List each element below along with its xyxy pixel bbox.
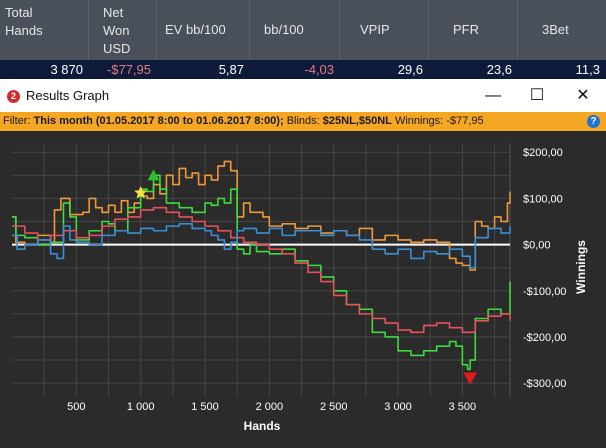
stats-table: Total Hands Net Won USD EV bb/100 bb/100… [0, 0, 606, 79]
help-icon[interactable]: ? [587, 115, 600, 128]
stats-header-row: Total Hands Net Won USD EV bb/100 bb/100… [0, 0, 606, 60]
value-3bet: 11,3 [575, 62, 600, 77]
plot-background [12, 143, 510, 397]
best-point-star-icon [134, 185, 148, 199]
header-vpip[interactable]: VPIP [340, 0, 429, 60]
header-ev-bb100[interactable]: EV bb/100 [157, 0, 250, 60]
value-net-won: -$77,95 [106, 62, 151, 77]
y-tick-labels: $200,00 $100,00 $0,00 -$100,00 -$200,00 -$300… [523, 147, 566, 390]
stats-value-row[interactable]: 3 870 -$77,95 5,87 -4,03 29,6 23,6 11,3 [0, 60, 606, 79]
window-titlebar[interactable]: 2 Results Graph — ☐ ✕ [0, 79, 606, 112]
series-line-blue [12, 223, 511, 269]
series-line-orange [12, 160, 511, 271]
close-button[interactable]: ✕ [560, 79, 606, 112]
header-pfr[interactable]: PFR [429, 0, 518, 60]
x-tick-label: 1 000 [127, 401, 155, 413]
y-tick-label: $0,00 [523, 240, 551, 252]
header-line: Net [103, 5, 124, 20]
grid-lines [12, 143, 511, 397]
maximize-button[interactable]: ☐ [514, 79, 560, 112]
x-tick-label: 1 500 [191, 401, 219, 413]
x-tick-label: 2 500 [320, 401, 348, 413]
close-icon: ✕ [576, 87, 590, 104]
x-tick-label: 3 000 [384, 401, 412, 413]
window-title: Results Graph [26, 88, 110, 103]
header-line: bb/100 [264, 22, 304, 37]
value-ev-bb100: 5,87 [218, 62, 244, 77]
header-bb100[interactable]: bb/100 [250, 0, 340, 60]
value-pfr: 23,6 [486, 62, 512, 77]
header-line: PFR [453, 22, 479, 37]
x-tick-label: 2 000 [256, 401, 284, 413]
maximize-icon: ☐ [529, 87, 545, 104]
minimize-button[interactable]: — [470, 79, 516, 112]
y-tick-label: $100,00 [523, 193, 563, 205]
y-tick-label: -$300,00 [523, 378, 566, 390]
header-3bet[interactable]: 3Bet [518, 0, 606, 60]
x-tick-label: 3 500 [449, 401, 477, 413]
header-line: Total [5, 5, 33, 20]
series-lines [12, 160, 511, 371]
x-tick-labels: 500 1 000 1 500 2 000 2 500 3 000 3 500 [67, 401, 476, 413]
filter-blinds-label: Blinds: [286, 115, 320, 127]
header-line: Won [103, 23, 130, 38]
results-chart-svg: $200,00 $100,00 $0,00 -$100,00 -$200,00 -$300… [12, 143, 588, 433]
minimize-icon: — [485, 87, 501, 104]
filter-blinds: $25NL,$50NL [322, 115, 392, 127]
header-line: EV bb/100 [165, 22, 226, 37]
value-bb100: -4,03 [304, 62, 334, 77]
header-line: Hands [5, 23, 43, 38]
header-net-won[interactable]: Net Won USD [89, 0, 157, 60]
filter-winnings-label: Winnings: [394, 115, 444, 127]
header-line: USD [103, 41, 131, 56]
filter-winnings: -$77,95 [446, 115, 484, 127]
y-axis-label: Winnings [574, 240, 588, 294]
app-logo-icon: 2 [7, 90, 20, 103]
peak-triangle-up-icon [147, 169, 160, 181]
filter-bar[interactable]: Filter: This month (01.05.2017 8:00 to 0… [0, 112, 606, 131]
value-total-hands: 3 870 [50, 62, 83, 77]
header-total-hands[interactable]: Total Hands [0, 0, 89, 60]
low-triangle-down-icon [463, 372, 478, 385]
chart-markers [134, 169, 478, 385]
header-line: 3Bet [542, 22, 569, 37]
filter-range: This month (01.05.2017 8:00 to 01.06.201… [33, 115, 284, 127]
y-tick-label: $200,00 [523, 147, 563, 159]
x-axis-label: Hands [244, 419, 281, 433]
filter-label: Filter: [3, 115, 31, 127]
results-graph[interactable]: $200,00 $100,00 $0,00 -$100,00 -$200,00 -$300… [0, 131, 606, 443]
header-line: VPIP [360, 22, 390, 37]
y-tick-label: -$100,00 [523, 286, 566, 298]
x-tick-label: 500 [67, 401, 85, 413]
value-vpip: 29,6 [397, 62, 423, 77]
y-tick-label: -$200,00 [523, 332, 566, 344]
